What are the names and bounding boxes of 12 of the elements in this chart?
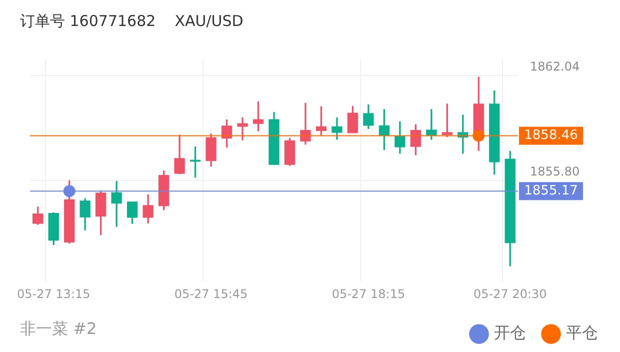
- x-tick-label: 05-27 13:15: [16, 286, 90, 301]
- chart-title: 订单号 160771682 XAU/USD: [20, 12, 244, 31]
- legend-label: 平仓: [566, 323, 598, 342]
- ref-line-label: 1855.17: [524, 184, 578, 198]
- x-tick-label: 05-27 15:45: [174, 286, 248, 301]
- ref-line-label: 1858.46: [524, 128, 578, 144]
- y-tick-label: 1855.80: [530, 164, 580, 179]
- text: 非一菜 #2: [20, 319, 97, 340]
- y-tick-label: 1862.04: [530, 60, 580, 74]
- x-tick-label: 05-27 20:30: [473, 286, 547, 301]
- x-tick-label: 05-27 18:15: [332, 286, 406, 301]
- legend-label: 开仓: [494, 323, 526, 342]
